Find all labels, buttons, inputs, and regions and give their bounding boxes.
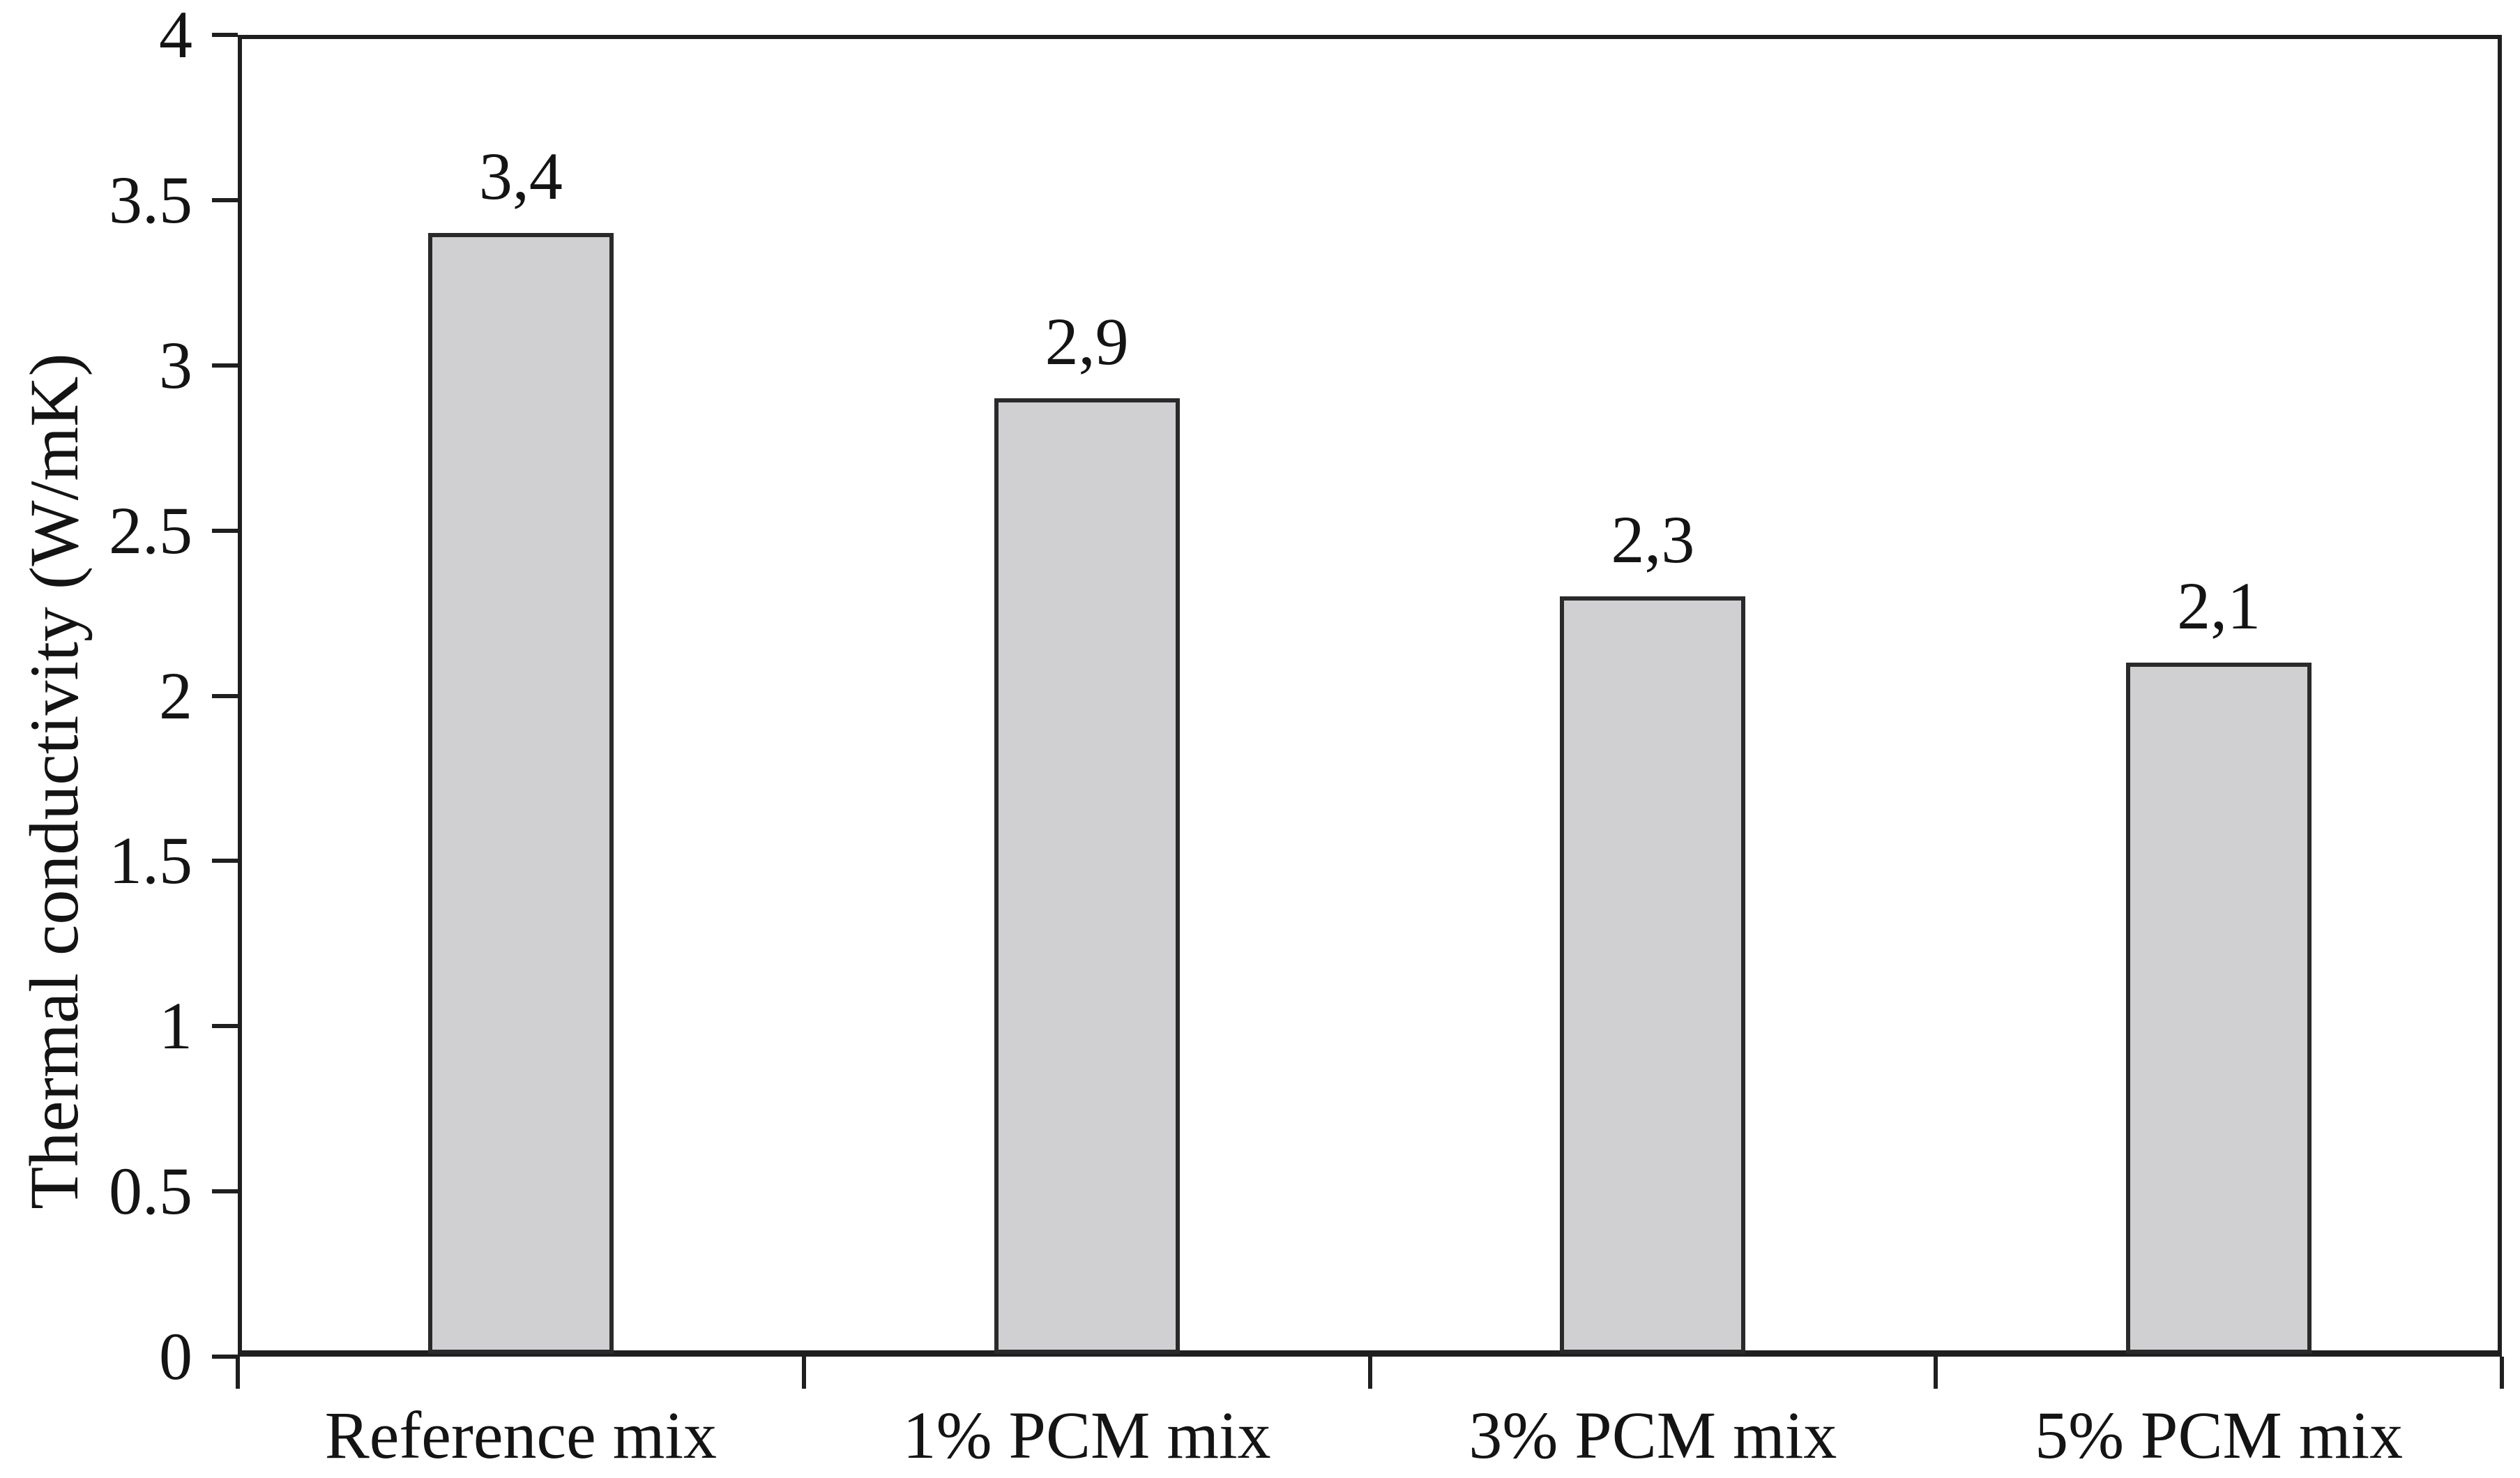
y-tick-label: 0.5 [109,1154,192,1229]
y-tick [212,693,238,698]
y-tick-label: 3.5 [109,162,192,237]
y-tick-label: 0 [159,1319,192,1394]
y-tick-label: 3 [159,327,192,402]
x-tick [1367,1357,1372,1389]
y-axis-title: Thermal conductivity (W/mK) [15,353,93,1209]
x-category-label: 3% PCM mix [1468,1398,1837,1472]
x-tick [236,1357,240,1389]
bar-value-label: 3,4 [478,139,563,214]
y-tick-label: 2.5 [109,492,192,568]
x-tick [2500,1357,2504,1389]
bar [994,398,1180,1354]
x-category-label: Reference mix [324,1398,718,1472]
x-category-label: 1% PCM mix [902,1398,1271,1472]
x-tick [801,1357,806,1389]
bar [1560,596,1746,1354]
x-category-label: 5% PCM mix [2035,1398,2404,1472]
y-tick-label: 2 [159,658,192,733]
x-tick [1934,1357,1938,1389]
bar [2126,663,2312,1354]
bar [427,233,614,1354]
y-tick [212,1355,238,1359]
bar-value-label: 2,3 [1611,502,1695,578]
y-tick [212,197,238,202]
y-tick [212,363,238,368]
y-tick-label: 4 [159,0,192,72]
y-tick [212,33,238,37]
y-tick-label: 1.5 [109,823,192,898]
plot-area [238,35,2502,1357]
y-tick [212,528,238,533]
y-tick [212,1189,238,1194]
bar-value-label: 2,1 [2177,568,2261,644]
bar-value-label: 2,9 [1045,304,1129,379]
y-tick [212,1024,238,1029]
y-tick-label: 1 [159,988,192,1064]
y-tick [212,859,238,864]
